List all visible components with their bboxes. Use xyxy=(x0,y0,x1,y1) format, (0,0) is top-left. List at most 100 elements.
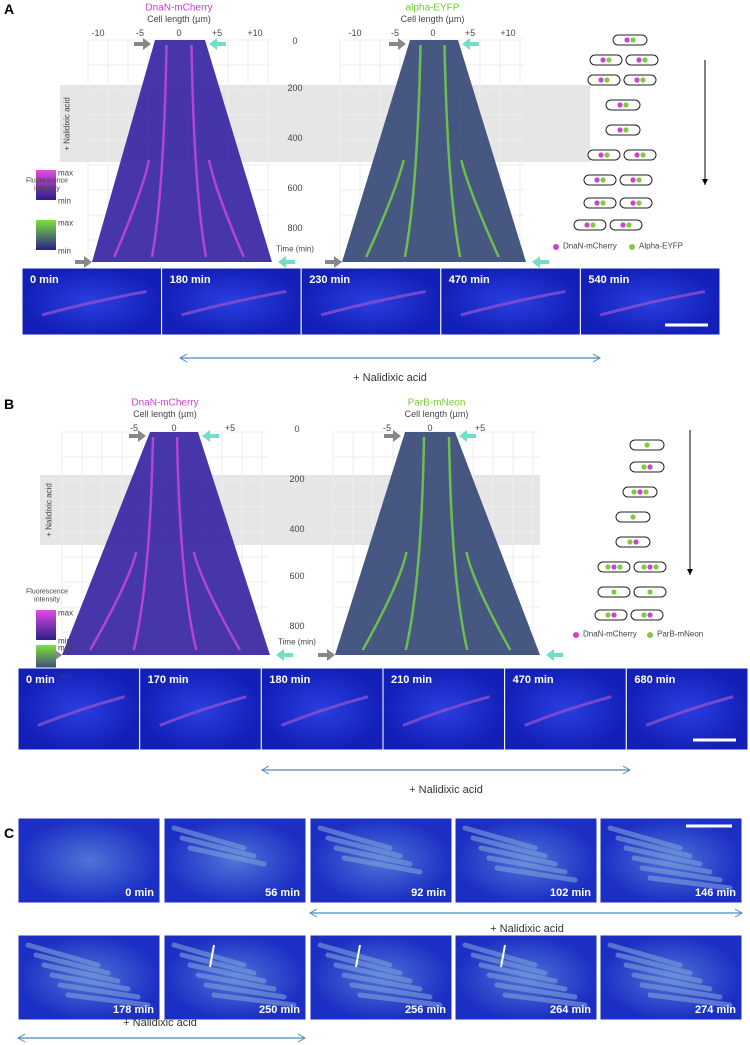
kymo-track xyxy=(404,436,426,651)
cell xyxy=(629,461,665,473)
intensity-bar xyxy=(36,170,56,200)
cell-signal xyxy=(181,289,287,317)
focus xyxy=(633,539,639,545)
scale-max: max xyxy=(58,608,74,618)
focus xyxy=(617,102,623,108)
pointer xyxy=(500,944,506,968)
kymograph-title: DnaN-mCherry xyxy=(145,2,213,14)
bacterium xyxy=(65,992,151,1008)
bacterium xyxy=(179,952,257,976)
bacterium xyxy=(623,962,703,984)
arrow xyxy=(318,649,335,661)
legend-label: DnaN-mCherry xyxy=(563,241,617,251)
bacterium xyxy=(470,952,548,976)
cell xyxy=(623,74,657,86)
focus xyxy=(636,57,642,63)
kymo-track xyxy=(403,44,422,258)
x-tick-label: -10 xyxy=(348,28,362,39)
kymograph xyxy=(62,432,270,655)
focus xyxy=(644,442,650,448)
cell-signal xyxy=(524,695,612,727)
focus xyxy=(623,102,629,108)
bacterium xyxy=(33,952,111,976)
focus xyxy=(653,564,659,570)
focus xyxy=(642,57,648,63)
cell xyxy=(589,54,623,66)
focus xyxy=(600,57,606,63)
arrow-head xyxy=(178,353,188,363)
cell xyxy=(594,609,628,621)
kymo-track xyxy=(113,159,151,258)
y-tick-label: 0 xyxy=(292,36,298,47)
focus xyxy=(647,612,653,618)
frame-time: 56 min xyxy=(265,886,300,899)
frame-time: 180 min xyxy=(169,273,211,286)
pointer xyxy=(209,944,215,968)
focus xyxy=(641,564,647,570)
frame-time: 470 min xyxy=(512,673,554,686)
arrow xyxy=(325,256,342,268)
focus xyxy=(640,152,646,158)
focus xyxy=(624,37,630,43)
legend-marker xyxy=(647,632,653,638)
frame-time: 274 min xyxy=(695,1003,736,1016)
cell-signal xyxy=(280,695,369,727)
kymo-track xyxy=(465,551,512,651)
kymo-track xyxy=(190,44,208,258)
focus xyxy=(604,77,610,83)
x-tick-label: 0 xyxy=(171,423,177,434)
treatment-label: + Nalidixic acid xyxy=(44,483,54,537)
axis-label: Cell length (µm) xyxy=(404,409,469,420)
x-tick-label: +5 xyxy=(474,423,486,434)
bacterium xyxy=(639,865,723,883)
bacterium xyxy=(41,962,121,984)
focus xyxy=(617,127,623,133)
focus xyxy=(611,564,617,570)
frame-time: 178 min xyxy=(113,1003,154,1016)
bacterium xyxy=(486,855,568,875)
bacterium xyxy=(478,845,558,867)
bacterium xyxy=(478,962,558,984)
x-tick-label: +5 xyxy=(211,28,223,39)
arrow-head xyxy=(687,569,693,575)
scale-min: min xyxy=(58,246,71,256)
panel-label: A xyxy=(4,1,15,17)
kymo-track xyxy=(175,436,198,651)
focus xyxy=(600,177,606,183)
frame-time: 256 min xyxy=(405,1003,446,1016)
x-tick-label: -5 xyxy=(129,423,139,434)
bacterium xyxy=(486,972,568,992)
focus xyxy=(590,222,596,228)
frame-time: 250 min xyxy=(259,1003,300,1016)
frame-time: 92 min xyxy=(411,886,446,899)
scale-max: max xyxy=(58,168,74,178)
focus xyxy=(584,222,590,228)
arrow xyxy=(384,430,401,442)
cell xyxy=(587,149,621,161)
axis-label: Time (min) xyxy=(276,244,314,254)
arrow-head xyxy=(702,179,708,185)
cell xyxy=(583,174,617,186)
focus xyxy=(637,489,643,495)
arrow xyxy=(532,256,549,268)
bacterium xyxy=(349,982,433,1000)
arrow xyxy=(75,256,92,268)
bacterium xyxy=(325,835,403,859)
kymo-track xyxy=(361,551,408,651)
panel-label: B xyxy=(4,396,15,412)
focus xyxy=(630,514,636,520)
kymo-track xyxy=(365,159,405,258)
legend-label: Alpha-EYFP xyxy=(639,241,684,251)
arrow xyxy=(202,430,219,442)
arrow xyxy=(546,649,563,661)
bacterium xyxy=(470,835,548,859)
frame-time: 102 min xyxy=(550,886,591,899)
arrow xyxy=(462,38,479,50)
treatment-label: + Nalidixic acid xyxy=(62,96,72,151)
cell-signal xyxy=(159,695,247,727)
bacterium xyxy=(25,942,101,968)
arrow-head xyxy=(308,908,318,918)
treatment-label: + Nalidixic acid xyxy=(490,922,564,935)
x-tick-label: -5 xyxy=(135,28,145,39)
kymograph xyxy=(92,40,272,262)
